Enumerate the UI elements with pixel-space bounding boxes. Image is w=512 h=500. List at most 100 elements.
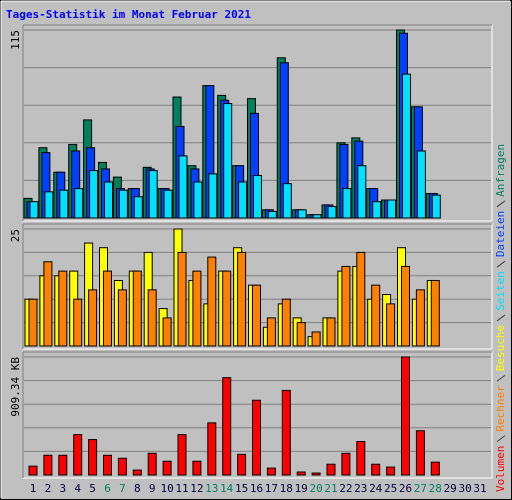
bar <box>58 454 68 476</box>
y-tick-label: 115 <box>9 30 22 50</box>
x-tick-label: 21 <box>324 482 337 495</box>
x-tick-label: 6 <box>104 482 111 495</box>
x-tick-label: 27 <box>414 482 427 495</box>
legend-label: Dateien <box>494 211 507 257</box>
bar <box>222 377 232 476</box>
x-tick-label: 19 <box>295 482 308 495</box>
bar <box>252 399 261 476</box>
bar <box>103 270 112 347</box>
x-tick-label: 15 <box>235 482 248 495</box>
x-tick-label: 26 <box>399 482 412 495</box>
legend-label: Besuche <box>494 325 507 371</box>
x-tick-label: 14 <box>220 482 234 495</box>
x-tick-label: 31 <box>473 482 486 495</box>
x-tick-label: 28 <box>429 482 442 495</box>
bar <box>207 422 217 476</box>
bar <box>312 214 322 219</box>
x-tick-label: 4 <box>74 482 81 495</box>
bar <box>311 472 321 476</box>
bar <box>28 465 38 476</box>
bar <box>133 196 143 219</box>
bar <box>74 188 84 219</box>
bar <box>193 181 203 219</box>
bar <box>162 460 172 476</box>
bar <box>238 181 248 219</box>
legend-separator <box>496 314 506 322</box>
x-tick-label: 11 <box>175 482 188 495</box>
bar <box>386 466 396 476</box>
bar <box>43 454 53 476</box>
bar <box>386 303 396 347</box>
bar <box>132 469 142 476</box>
bar <box>192 270 202 347</box>
bar <box>430 279 440 347</box>
x-tick-label: 25 <box>384 482 397 495</box>
x-tick-label: 9 <box>149 482 156 495</box>
bar <box>342 188 352 219</box>
bar <box>371 284 381 347</box>
bar <box>415 430 425 476</box>
bar <box>117 289 127 347</box>
bar <box>252 284 261 347</box>
legend-label: Seiten <box>494 271 507 311</box>
bar <box>59 189 69 219</box>
chart-title: Tages-Statistik im Monat Februar 2021 <box>6 8 251 21</box>
bar <box>237 251 247 347</box>
x-tick-label: 10 <box>160 482 173 495</box>
bar <box>223 103 233 219</box>
bar <box>89 170 99 219</box>
bar <box>177 434 187 476</box>
x-tick-label: 2 <box>45 482 52 495</box>
bar <box>372 201 382 219</box>
bar <box>267 210 277 219</box>
bar <box>282 183 292 219</box>
x-tick-label: 5 <box>89 482 96 495</box>
bar <box>73 298 83 347</box>
bar <box>356 441 366 476</box>
bar <box>296 471 306 476</box>
bar <box>326 317 336 347</box>
bar <box>29 201 39 219</box>
legend-label: Anfragen <box>494 144 507 197</box>
bar <box>401 356 410 476</box>
bar <box>118 189 128 219</box>
legend-separator <box>496 260 506 268</box>
bar <box>163 189 173 219</box>
x-tick-label: 23 <box>354 482 367 495</box>
bar <box>103 454 112 476</box>
bar <box>147 289 157 347</box>
x-tick-label: 16 <box>250 482 263 495</box>
bar <box>415 289 425 347</box>
bar <box>281 389 291 476</box>
x-tick-label: 3 <box>59 482 66 495</box>
bar <box>222 270 232 347</box>
bar <box>237 453 247 476</box>
bar <box>253 174 262 219</box>
bar <box>311 331 321 347</box>
legend-label: Rechner <box>494 385 507 432</box>
x-tick-label: 20 <box>309 482 322 495</box>
bar <box>73 434 83 476</box>
bar <box>281 298 291 347</box>
x-tick-label: 18 <box>280 482 293 495</box>
bar <box>58 270 68 347</box>
bar <box>357 165 367 219</box>
bar <box>266 317 276 347</box>
x-tick-label: 1 <box>30 482 37 495</box>
bar <box>402 73 411 219</box>
bar <box>297 209 307 219</box>
bar <box>162 317 172 347</box>
bar <box>430 461 440 476</box>
bar <box>88 439 98 476</box>
bar <box>192 460 202 476</box>
y-tick-label: 909.34 KB <box>9 357 22 417</box>
x-tick-label: 7 <box>119 482 126 495</box>
bar <box>207 256 217 347</box>
bar <box>147 452 157 476</box>
bar <box>178 155 188 219</box>
x-tick-label: 13 <box>205 482 218 495</box>
x-tick-label: 17 <box>265 482 278 495</box>
y-tick-label: 25 <box>9 229 22 242</box>
bar <box>326 463 336 476</box>
bar <box>43 261 53 347</box>
